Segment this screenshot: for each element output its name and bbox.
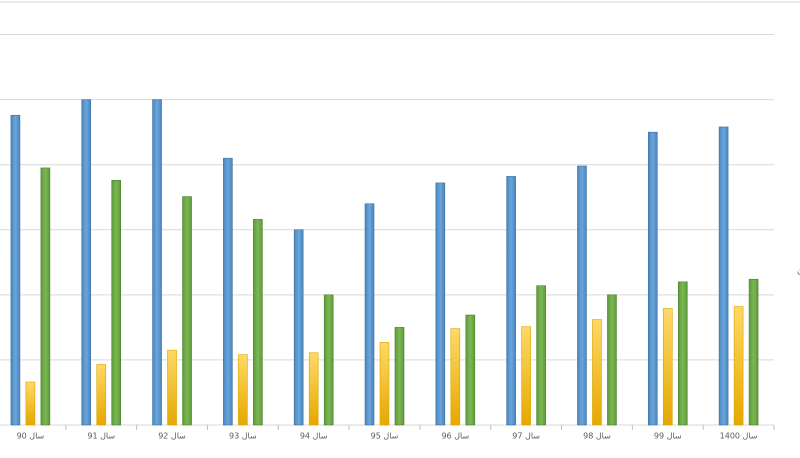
x-tick-label: سال 99 [654,432,682,441]
x-tick-label: سال 90 [17,432,45,441]
bar [253,219,263,426]
bar [506,176,516,426]
x-tick-label: سال 1400 [720,432,758,441]
bar [182,196,192,426]
bar [394,327,405,426]
bar [10,114,21,426]
x-tick-label: سال 95 [371,432,399,441]
bar [81,99,92,426]
x-tick-label: سال 92 [158,432,186,441]
bar [364,203,375,426]
bar [96,364,107,426]
bar [308,352,319,426]
bar [323,294,334,426]
x-tick-label: سال 94 [300,432,328,441]
annotation: ن [797,267,800,276]
bar [111,180,122,426]
x-tick-label: سال 96 [441,432,469,441]
bar [647,131,658,426]
bar [521,326,531,426]
bar [435,182,446,426]
bar [40,167,51,426]
bar [607,294,617,426]
x-tick-label: سال 91 [87,432,115,441]
bar [167,349,177,426]
bar [293,229,304,426]
x-tick-label: سال 97 [512,432,540,441]
bar [465,314,476,426]
bar [450,328,461,426]
bar [748,278,759,426]
bar [677,281,688,426]
bar [592,319,602,426]
bar [25,381,36,426]
x-tick-label: سال 98 [583,432,611,441]
bar [152,99,162,426]
x-tick-label: سال 93 [229,432,257,441]
bar [733,306,744,426]
bar [379,342,390,426]
bar [536,285,546,426]
bar [577,165,587,426]
bar [662,308,673,426]
bar [238,354,248,426]
bar [718,126,729,426]
bar [223,157,233,426]
